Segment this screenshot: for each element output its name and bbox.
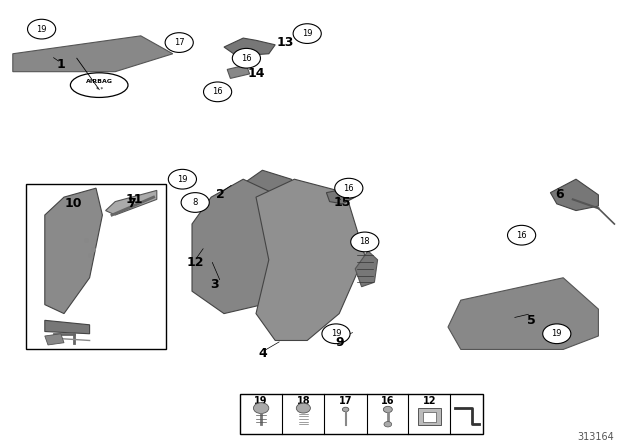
Polygon shape (224, 38, 275, 56)
Text: 8: 8 (193, 198, 198, 207)
Text: 7: 7 (127, 197, 136, 211)
Circle shape (508, 225, 536, 245)
Text: 18: 18 (296, 396, 310, 406)
Text: AIRBAG: AIRBAG (86, 79, 113, 84)
Circle shape (253, 403, 269, 414)
Circle shape (351, 232, 379, 252)
Circle shape (168, 169, 196, 189)
FancyBboxPatch shape (26, 184, 166, 349)
Circle shape (28, 19, 56, 39)
Bar (418, 408, 441, 425)
Circle shape (165, 33, 193, 52)
Polygon shape (106, 190, 157, 215)
Polygon shape (13, 36, 173, 72)
Circle shape (293, 24, 321, 43)
Polygon shape (355, 251, 378, 287)
Text: 19: 19 (302, 29, 312, 38)
Circle shape (181, 193, 209, 212)
Circle shape (322, 324, 350, 344)
Text: 19: 19 (552, 329, 562, 338)
Text: 16: 16 (344, 184, 354, 193)
Text: 2: 2 (216, 188, 225, 202)
Text: 10: 10 (65, 197, 83, 211)
Text: 16: 16 (381, 396, 395, 406)
Text: 5: 5 (527, 314, 536, 327)
Text: 19: 19 (36, 25, 47, 34)
Polygon shape (448, 278, 598, 349)
Text: 313164: 313164 (577, 432, 614, 442)
Text: 17: 17 (174, 38, 184, 47)
Polygon shape (256, 179, 365, 340)
Circle shape (342, 407, 349, 412)
Polygon shape (550, 179, 598, 211)
Text: 12: 12 (186, 255, 204, 269)
Polygon shape (45, 320, 90, 334)
Text: * *: * * (95, 87, 103, 92)
Text: 19: 19 (331, 329, 341, 338)
Text: 9: 9 (335, 336, 344, 349)
Bar (423, 412, 436, 422)
Circle shape (204, 82, 232, 102)
Text: 11: 11 (125, 193, 143, 206)
Circle shape (383, 406, 392, 413)
Text: 19: 19 (177, 175, 188, 184)
Text: 19: 19 (254, 396, 268, 406)
Text: 4: 4 (258, 347, 267, 361)
Bar (240, 394, 483, 434)
Polygon shape (45, 334, 64, 345)
Text: 6: 6 (556, 188, 564, 202)
Polygon shape (326, 188, 355, 204)
Circle shape (296, 403, 310, 413)
Polygon shape (45, 188, 102, 314)
Text: 3: 3 (210, 278, 219, 291)
Text: 16: 16 (241, 54, 252, 63)
Polygon shape (227, 65, 250, 78)
Circle shape (384, 422, 392, 427)
Circle shape (232, 48, 260, 68)
Text: 16: 16 (212, 87, 223, 96)
Circle shape (335, 178, 363, 198)
Polygon shape (237, 170, 307, 224)
Circle shape (543, 324, 571, 344)
Text: 18: 18 (360, 237, 370, 246)
Text: 15: 15 (333, 196, 351, 209)
Text: 13: 13 (276, 36, 294, 49)
Text: 16: 16 (516, 231, 527, 240)
Text: 14: 14 (247, 67, 265, 81)
Polygon shape (192, 179, 294, 314)
Text: 1: 1 (56, 58, 65, 72)
Text: 17: 17 (339, 396, 353, 406)
Text: 12: 12 (422, 396, 436, 406)
